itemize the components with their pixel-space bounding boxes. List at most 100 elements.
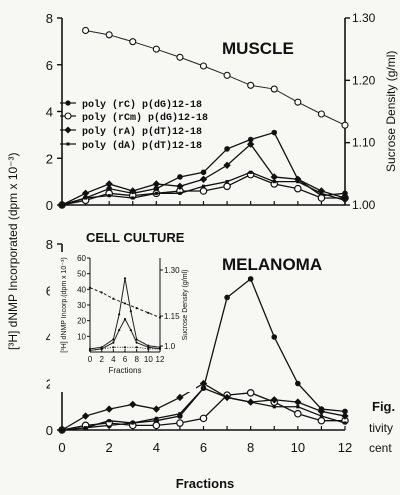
series-3-point — [105, 405, 113, 413]
legend-entry-1: poly (rC) p(dG)12-18 — [82, 99, 202, 111]
series-3-point — [152, 405, 161, 413]
inset-x-tick-label: 0 — [88, 355, 93, 364]
x-tick-label: 10 — [291, 440, 305, 455]
series-4-point — [225, 180, 229, 184]
legend-marker-filled-circle — [65, 100, 71, 106]
inset-right-label: Sucrose Density (g/ml) — [182, 270, 189, 341]
cell-culture-title: CELL CULTURE — [86, 230, 185, 245]
inset-series-2-point — [112, 338, 115, 341]
series-2-point — [176, 419, 184, 427]
inset-x-label: Fractions — [109, 366, 142, 375]
legend-marker-small-square — [66, 142, 70, 146]
x-axis-title: Fractions — [176, 476, 235, 491]
inset-series-1-point — [123, 302, 127, 305]
legend-entry-4: poly (dA) p(dT)12-18 — [82, 140, 202, 152]
legend-marker-filled-diamond — [64, 126, 72, 134]
series-4-point — [60, 428, 64, 432]
series-3-point — [199, 379, 208, 388]
series-4-point — [131, 196, 135, 200]
series-4-point — [272, 180, 276, 184]
inset-series-2-point — [100, 346, 103, 349]
series-4-point — [249, 400, 253, 404]
series-4-point — [107, 419, 111, 423]
series-4-point — [272, 405, 276, 409]
legend-marker-open-circle — [64, 112, 72, 120]
inset-series-4-point — [135, 346, 138, 349]
density-point — [294, 98, 302, 106]
inset-series-3-point — [147, 346, 150, 349]
inset-x-tick-label: 8 — [134, 355, 139, 364]
inset-series-3-point — [118, 328, 121, 332]
y-tick-label: 2 — [46, 151, 53, 166]
density-point — [129, 38, 137, 46]
series-4-point — [178, 412, 182, 416]
inset-series-4-point — [158, 347, 162, 350]
y-tick-label: 8 — [46, 237, 53, 252]
inset-series-2-point — [135, 338, 138, 341]
series-3-point — [129, 400, 137, 409]
series-1-point — [200, 169, 207, 176]
series-2-point — [294, 184, 302, 193]
series-4-point — [154, 191, 158, 195]
series-2-point — [199, 414, 208, 423]
series-1-point — [295, 380, 301, 387]
inset-y-label: [³H] dNMP Incorp.(dpm x 10⁻³) — [61, 257, 68, 352]
y-tick-label: 0 — [46, 198, 53, 213]
inset-series-4-point — [112, 346, 115, 349]
inset-series-2-point — [158, 346, 162, 349]
series-1-point — [342, 408, 348, 415]
series-3-point — [129, 187, 137, 195]
inset-series-1-point — [112, 297, 115, 300]
inset-x-tick-label: 4 — [111, 355, 116, 364]
series-3-point — [341, 412, 349, 420]
y-tick-label: 2 — [46, 377, 53, 392]
inset-series-2-point — [123, 277, 127, 280]
muscle-ticks: 0 2 4 6 8 1.00 1.10 1.20 1.30 — [46, 11, 376, 213]
inset-series-3-point — [135, 341, 138, 344]
inset-series-3-point — [112, 341, 115, 344]
series-2-line — [61, 392, 345, 431]
x-tick-label: 2 — [106, 440, 113, 455]
legend-entry-3: poly (rA) p(dT)12-18 — [82, 126, 202, 138]
inset-series-1-point — [100, 291, 103, 294]
muscle-series — [58, 26, 349, 209]
caption-line-1: Fig. — [372, 399, 395, 414]
series-2-point — [317, 416, 326, 425]
inset-series-1-point — [88, 286, 92, 289]
series-2-point — [294, 409, 302, 418]
inset-series-2-point — [147, 344, 150, 347]
density-line — [85, 29, 346, 126]
density-point — [247, 81, 255, 89]
muscle-right-axis-label: Sucrose Density (g/ml) — [384, 51, 398, 172]
density-point — [270, 85, 278, 93]
series-1-point — [224, 146, 230, 152]
x-tick-label: 8 — [247, 440, 254, 455]
inset-right-tick-label: 1.15 — [164, 312, 180, 321]
y-tick-label: 4 — [46, 105, 53, 120]
series-4-point — [319, 191, 324, 195]
inset-series-2-point — [118, 313, 121, 316]
inset-x-tick-label: 12 — [156, 355, 165, 364]
series-1-point — [271, 129, 278, 136]
series-4-point — [178, 191, 182, 195]
density-point — [105, 31, 113, 39]
series-4-point — [296, 405, 300, 409]
right-y-tick-label: 1.20 — [352, 73, 376, 87]
inset-right-tick-label: 1.30 — [164, 266, 180, 275]
density-point — [176, 53, 184, 61]
series-4-point — [83, 426, 88, 430]
series-2-point — [223, 182, 231, 191]
series-3-point — [199, 175, 208, 183]
series-3-point — [176, 393, 184, 402]
series-4-point — [249, 170, 253, 174]
x-tick-label: 6 — [200, 440, 207, 455]
right-y-tick-label: 1.30 — [352, 11, 376, 25]
density-point — [152, 45, 160, 53]
series-3-point — [81, 189, 90, 197]
series-3-point — [317, 407, 326, 416]
inset-series-2-point — [88, 347, 92, 350]
inset-y-tick-label: 30 — [77, 301, 86, 310]
series-3-point — [246, 140, 255, 148]
